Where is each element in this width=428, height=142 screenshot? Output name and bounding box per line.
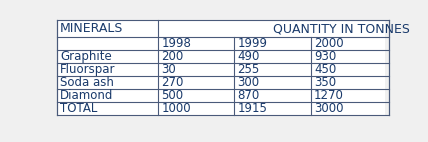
Text: 270: 270 xyxy=(161,76,184,89)
Bar xyxy=(57,20,389,115)
Text: 300: 300 xyxy=(238,76,260,89)
Text: 930: 930 xyxy=(314,50,336,63)
Text: 1998: 1998 xyxy=(161,37,191,50)
Text: Diamond: Diamond xyxy=(60,89,113,102)
Text: TOTAL: TOTAL xyxy=(60,102,98,115)
Text: 2000: 2000 xyxy=(314,37,344,50)
Text: 30: 30 xyxy=(161,63,176,76)
Text: 490: 490 xyxy=(238,50,260,63)
Text: Fluorspar: Fluorspar xyxy=(60,63,116,76)
Text: Graphite: Graphite xyxy=(60,50,112,63)
Text: 255: 255 xyxy=(238,63,260,76)
Text: 500: 500 xyxy=(161,89,184,102)
Text: 350: 350 xyxy=(314,76,336,89)
Text: 450: 450 xyxy=(314,63,336,76)
Text: QUANTITY IN TONNES: QUANTITY IN TONNES xyxy=(273,22,410,35)
Text: 1000: 1000 xyxy=(161,102,191,115)
Text: 3000: 3000 xyxy=(314,102,343,115)
Text: 870: 870 xyxy=(238,89,260,102)
Text: 1270: 1270 xyxy=(314,89,344,102)
Text: 200: 200 xyxy=(161,50,184,63)
Text: Soda ash: Soda ash xyxy=(60,76,114,89)
Text: 1999: 1999 xyxy=(238,37,268,50)
Text: MINERALS: MINERALS xyxy=(60,22,124,35)
Text: 1915: 1915 xyxy=(238,102,268,115)
